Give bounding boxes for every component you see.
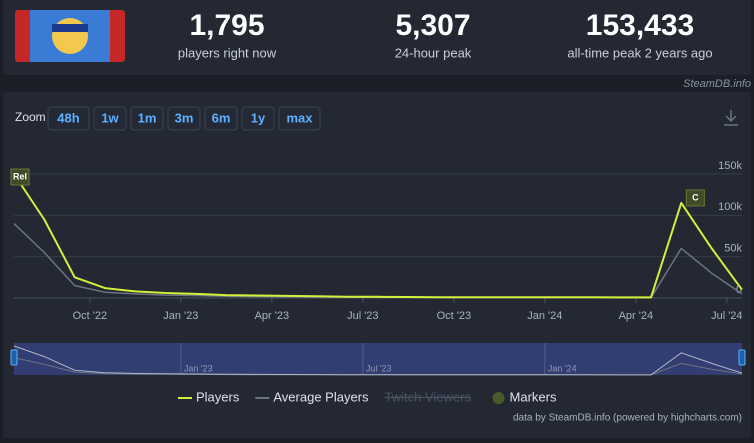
credit[interactable]: data by SteamDB.info (powered by highcha… bbox=[513, 413, 742, 424]
legend-item[interactable]: Average Players bbox=[255, 389, 369, 404]
navigator-bg bbox=[14, 343, 742, 375]
game-thumbnail[interactable] bbox=[15, 10, 125, 62]
navigator-handle[interactable] bbox=[738, 349, 746, 366]
zoom-button-label[interactable]: max bbox=[286, 110, 313, 125]
download-icon[interactable] bbox=[724, 110, 738, 126]
stat-label: all-time peak 2 years ago bbox=[567, 45, 712, 60]
zoom-button-label[interactable]: 1w bbox=[101, 110, 119, 125]
legend-label[interactable]: Markers bbox=[510, 389, 557, 404]
x-tick-label: Jul '23 bbox=[347, 310, 378, 322]
zoom-button-bg bbox=[130, 106, 164, 131]
stat-value: 153,433 bbox=[586, 9, 694, 42]
stat-label: 24-hour peak bbox=[395, 45, 472, 60]
x-tick-label: Jul '24 bbox=[711, 310, 742, 322]
marker-label: C bbox=[692, 192, 699, 202]
navigator-tick-label: Jan '23 bbox=[184, 363, 213, 373]
zoom-button-bg bbox=[47, 106, 90, 131]
x-tick-label: Oct '22 bbox=[73, 310, 108, 322]
zoom-button[interactable]: 1m bbox=[130, 106, 164, 131]
zoom-button-bg bbox=[167, 106, 201, 131]
navigator-tick-label: Jan '24 bbox=[548, 363, 577, 373]
header-panel bbox=[3, 0, 751, 75]
zoom-button[interactable]: 1y bbox=[241, 106, 275, 131]
marker-label: Rel bbox=[13, 171, 27, 181]
zoom-button[interactable]: 3m bbox=[167, 106, 201, 131]
zoom-button-bg bbox=[241, 106, 275, 131]
y-tick-label: 150k bbox=[718, 160, 742, 172]
zoom-button-label[interactable]: 3m bbox=[175, 110, 194, 125]
y-tick-label: 50k bbox=[724, 243, 742, 255]
zoom-button[interactable]: 6m bbox=[204, 106, 238, 131]
navigator-selection[interactable] bbox=[14, 343, 742, 375]
y-tick-label: 100k bbox=[718, 201, 742, 213]
legend-label[interactable]: Players bbox=[196, 389, 240, 404]
zoom-button-bg bbox=[204, 106, 238, 131]
zoom-button-label[interactable]: 48h bbox=[57, 110, 79, 125]
zoom-label: Zoom bbox=[15, 110, 46, 124]
marker-flag bbox=[10, 168, 30, 186]
navigator-handle[interactable] bbox=[10, 349, 18, 366]
stat-value: 5,307 bbox=[395, 9, 470, 42]
x-tick-label: Oct '23 bbox=[437, 310, 472, 322]
zoom-button-label[interactable]: 6m bbox=[212, 110, 231, 125]
source-label: SteamDB.info bbox=[683, 78, 751, 90]
x-tick-label: Apr '23 bbox=[255, 310, 290, 322]
stat-value: 1,795 bbox=[189, 9, 264, 42]
legend-item[interactable]: Markers bbox=[492, 389, 557, 404]
series-line bbox=[13, 173, 743, 299]
zoom-button[interactable]: 48h bbox=[47, 106, 90, 131]
chart-panel bbox=[3, 92, 751, 438]
x-tick-label: Jan '23 bbox=[163, 310, 198, 322]
legend-label[interactable]: Average Players bbox=[273, 389, 369, 404]
zoom-button-bg bbox=[278, 106, 321, 131]
legend-label-hidden[interactable]: Twitch Viewers bbox=[385, 389, 472, 404]
marker-flag bbox=[685, 189, 705, 207]
zoom-button[interactable]: 1w bbox=[93, 106, 127, 131]
zoom-button-bg bbox=[93, 106, 127, 131]
zoom-button-label[interactable]: 1y bbox=[251, 110, 266, 125]
x-tick-label: Apr '24 bbox=[619, 310, 654, 322]
zoom-button[interactable]: max bbox=[278, 106, 321, 131]
navigator-line bbox=[13, 345, 743, 376]
navigator-tick-label: Jul '23 bbox=[366, 363, 392, 373]
zoom-button-label[interactable]: 1m bbox=[138, 110, 157, 125]
legend-item[interactable]: Twitch Viewers bbox=[385, 389, 472, 404]
legend-marker-swatch bbox=[492, 392, 505, 404]
y-tick-label: 0 bbox=[736, 284, 742, 296]
x-tick-label: Jan '24 bbox=[527, 310, 562, 322]
legend-item[interactable]: Players bbox=[178, 389, 240, 404]
stat-label: players right now bbox=[178, 45, 277, 60]
